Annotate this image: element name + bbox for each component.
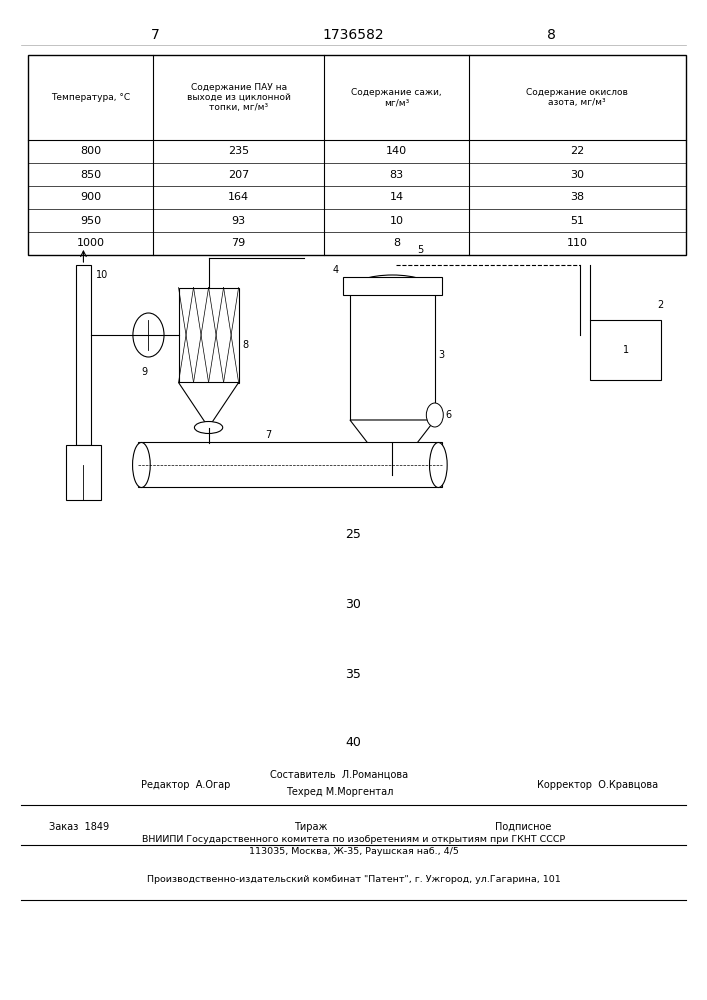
- Text: 3: 3: [438, 350, 445, 360]
- Bar: [590, 320, 661, 380]
- Ellipse shape: [350, 275, 435, 305]
- Text: 22: 22: [570, 146, 585, 156]
- Text: 800: 800: [80, 146, 101, 156]
- Text: 40: 40: [346, 736, 361, 748]
- Text: 235: 235: [228, 146, 250, 156]
- Text: 30: 30: [571, 169, 584, 180]
- Text: 9: 9: [142, 367, 148, 377]
- Text: Заказ  1849: Заказ 1849: [49, 822, 110, 832]
- Text: 10: 10: [96, 270, 108, 280]
- Text: 140: 140: [386, 146, 407, 156]
- Text: 113035, Москва, Ж-35, Раушская наб., 4/5: 113035, Москва, Ж-35, Раушская наб., 4/5: [249, 848, 458, 856]
- Ellipse shape: [194, 422, 223, 434]
- Polygon shape: [350, 420, 435, 475]
- Text: 8: 8: [242, 340, 248, 350]
- Text: 6: 6: [445, 410, 452, 420]
- Text: 1000: 1000: [77, 238, 105, 248]
- Text: Содержание сажи,
мг/м³: Содержание сажи, мг/м³: [351, 88, 442, 107]
- Text: 25: 25: [346, 528, 361, 542]
- Polygon shape: [178, 382, 238, 428]
- Bar: [138, 442, 442, 487]
- Text: Редактор  А.Огар: Редактор А.Огар: [141, 780, 230, 790]
- Text: 850: 850: [80, 169, 101, 180]
- Text: 164: 164: [228, 192, 250, 202]
- Text: 79: 79: [232, 238, 246, 248]
- Text: 900: 900: [80, 192, 101, 202]
- Ellipse shape: [375, 468, 410, 482]
- Bar: [350, 290, 435, 420]
- Circle shape: [426, 403, 443, 427]
- Text: 5: 5: [418, 245, 423, 255]
- Text: Температура, °С: Температура, °С: [51, 93, 130, 102]
- Text: Составитель  Л.Романцова: Составитель Л.Романцова: [270, 770, 409, 780]
- Circle shape: [133, 313, 164, 357]
- Text: 10: 10: [390, 216, 404, 226]
- Text: Подписное: Подписное: [495, 822, 551, 832]
- Bar: [76, 265, 91, 445]
- Text: 30: 30: [346, 598, 361, 611]
- Ellipse shape: [429, 442, 447, 488]
- Text: 950: 950: [80, 216, 101, 226]
- Text: 2: 2: [658, 300, 664, 310]
- Text: 7: 7: [151, 28, 160, 42]
- Ellipse shape: [132, 442, 150, 488]
- Text: 8: 8: [547, 28, 556, 42]
- Text: 8: 8: [393, 238, 400, 248]
- Text: Тираж: Тираж: [294, 822, 328, 832]
- Bar: [343, 277, 442, 295]
- Text: 7: 7: [266, 430, 271, 440]
- Bar: [178, 288, 238, 382]
- Text: 35: 35: [346, 668, 361, 682]
- Text: Содержание окислов
азота, мг/м³: Содержание окислов азота, мг/м³: [527, 88, 629, 107]
- Text: 51: 51: [571, 216, 584, 226]
- Text: Корректор  О.Кравцова: Корректор О.Кравцова: [537, 780, 658, 790]
- Text: ВНИИПИ Государственного комитета по изобретениям и открытиям при ГКНТ СССР: ВНИИПИ Государственного комитета по изоб…: [142, 836, 565, 844]
- Text: 93: 93: [232, 216, 246, 226]
- Bar: [66, 445, 101, 500]
- Text: 83: 83: [390, 169, 404, 180]
- Bar: [28, 55, 686, 255]
- Text: Техред М.Моргентал: Техред М.Моргентал: [286, 787, 393, 797]
- Text: 110: 110: [567, 238, 588, 248]
- Text: 1736582: 1736582: [322, 28, 385, 42]
- Text: 4: 4: [333, 265, 339, 275]
- Text: 207: 207: [228, 169, 250, 180]
- Text: 1: 1: [623, 345, 629, 355]
- Text: 14: 14: [390, 192, 404, 202]
- Text: Содержание ПАУ на
выходе из циклонной
топки, мг/м³: Содержание ПАУ на выходе из циклонной то…: [187, 83, 291, 112]
- Text: 38: 38: [571, 192, 585, 202]
- Text: Производственно-издательский комбинат "Патент", г. Ужгород, ул.Гагарина, 101: Производственно-издательский комбинат "П…: [146, 876, 561, 884]
